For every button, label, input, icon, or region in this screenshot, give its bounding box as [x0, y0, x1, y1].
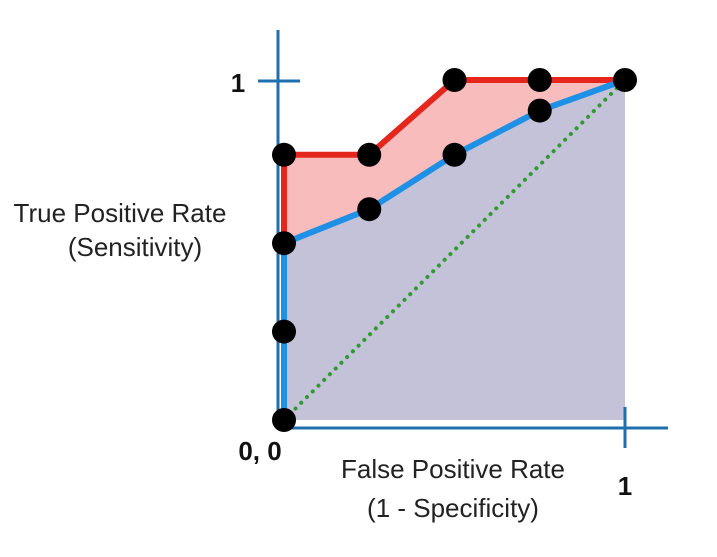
data-points [272, 68, 637, 432]
data-point [357, 142, 382, 167]
data-point [357, 197, 382, 222]
data-point [527, 68, 552, 92]
data-point [272, 408, 296, 432]
x-axis-label-line2: (1 - Specificity) [367, 493, 539, 523]
data-point [613, 68, 637, 92]
origin-tick-label: 0, 0 [238, 436, 281, 466]
random-diagonal-line [282, 78, 627, 422]
y-tick-label-1: 1 [231, 68, 245, 98]
y-axis-label-line1: True Positive Rate [14, 198, 227, 228]
x-tick-label-1: 1 [618, 471, 632, 501]
axes [258, 30, 668, 448]
data-point [442, 142, 467, 167]
data-point [442, 68, 467, 92]
y-axis-label-line2: (Sensitivity) [68, 232, 202, 262]
red-roc-line [281, 77, 625, 420]
data-point [272, 319, 296, 344]
data-point [272, 142, 296, 167]
data-point [272, 231, 296, 256]
x-axis-label-line1: False Positive Rate [341, 454, 565, 484]
data-point [527, 98, 552, 123]
